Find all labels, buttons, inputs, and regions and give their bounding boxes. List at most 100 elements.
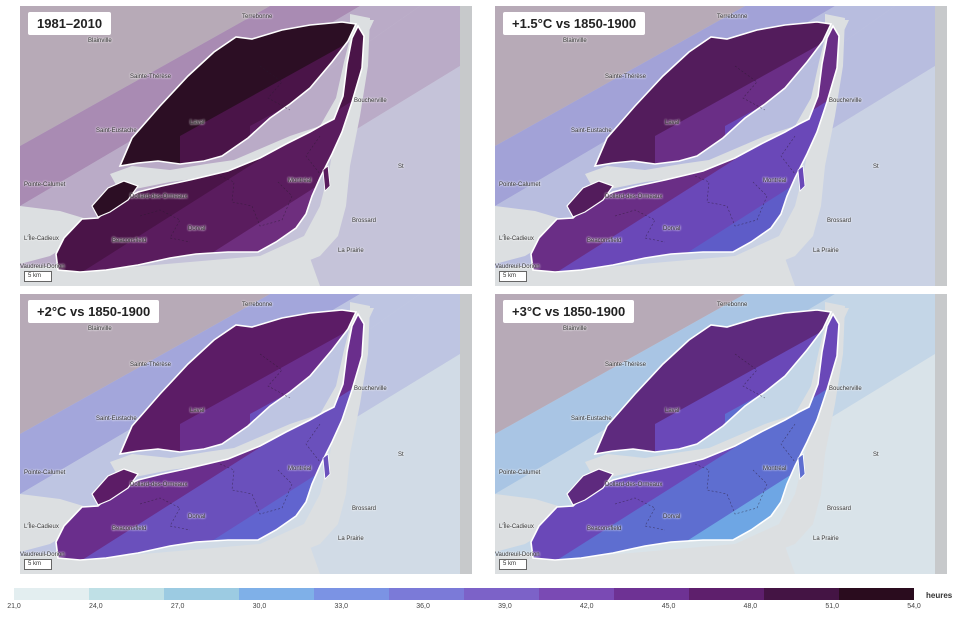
legend-tick-label: 42,0	[579, 603, 594, 610]
panel-title: +1.5°C vs 1850-1900	[503, 12, 646, 35]
place-label-dorval: Dorval	[663, 226, 681, 232]
legend-swatch	[14, 588, 89, 600]
place-label-st: St	[873, 452, 879, 458]
map-panel-plus-1-5: Terrebonne Blainville Sainte-Thérèse Laval S…	[495, 6, 935, 286]
place-label-saint-eustache: Saint-Eustache	[571, 416, 612, 422]
place-label-brossard: Brossard	[827, 218, 852, 224]
place-label-sainte-therese: Sainte-Thérèse	[605, 74, 647, 80]
place-label-montreal: Montréal	[288, 178, 312, 184]
legend-tick-label: 21,0	[7, 603, 21, 610]
panel-title: 1981–2010	[28, 12, 112, 35]
legend-tick-label: 39,0	[498, 603, 512, 610]
place-label-vaudreuil: Vaudreuil-Dorion	[20, 264, 65, 270]
place-label-pointe-calumet: Pointe-Calumet	[499, 470, 541, 476]
legend-tick-label: 36,0	[416, 603, 430, 610]
place-label-beaconsfield: Beaconsfield	[112, 238, 147, 244]
legend-swatch	[764, 588, 839, 600]
map-canvas	[20, 294, 460, 574]
place-label-beaconsfield: Beaconsfield	[587, 526, 622, 532]
place-label-vaudreuil: Vaudreuil-Dorion	[495, 264, 540, 270]
place-label-ile-cadieux: L'Île-Cadieux	[24, 236, 59, 242]
map-canvas	[20, 6, 460, 286]
place-label-dorval: Dorval	[188, 226, 206, 232]
place-label-brossard: Brossard	[827, 506, 852, 512]
place-label-boucherville: Boucherville	[829, 386, 862, 392]
legend-tick-label: 51,0	[825, 603, 839, 610]
place-label-ile-cadieux: L'Île-Cadieux	[24, 524, 59, 530]
legend-swatch	[539, 588, 614, 600]
legend-swatch	[164, 588, 239, 600]
place-label-dollard: Dollard-des-Ormeaux	[130, 194, 188, 200]
legend-color-bar	[14, 588, 914, 600]
place-label-pointe-calumet: Pointe-Calumet	[499, 182, 541, 188]
map-scroll-strip[interactable]	[935, 294, 947, 574]
scale-bar: 5 km	[24, 271, 53, 282]
place-label-terrebonne: Terrebonne	[242, 302, 273, 308]
map-canvas	[495, 294, 935, 574]
place-label-terrebonne: Terrebonne	[717, 14, 748, 20]
place-label-montreal: Montréal	[763, 178, 787, 184]
panel-title: +3°C vs 1850-1900	[503, 300, 635, 323]
legend-swatch	[464, 588, 539, 600]
place-label-laval: Laval	[190, 120, 205, 126]
scale-bar: 5 km	[24, 559, 53, 570]
place-label-ile-cadieux: L'Île-Cadieux	[499, 524, 534, 530]
place-label-la-prairie: La Prairie	[338, 248, 364, 254]
place-label-blainville: Blainville	[88, 326, 112, 332]
map-panel-plus-3: Terrebonne Blainville Sainte-Thérèse Laval S…	[495, 294, 935, 574]
place-label-brossard: Brossard	[352, 218, 377, 224]
legend-tick-label: 45,0	[661, 603, 676, 610]
map-panel-baseline: Terrebonne Blainville Sainte-Thérèse Laval S…	[20, 6, 460, 286]
scale-bar: 5 km	[499, 271, 528, 282]
place-label-vaudreuil: Vaudreuil-Dorion	[495, 552, 540, 558]
scale-bar: 5 km	[499, 559, 528, 570]
place-label-montreal: Montréal	[763, 466, 787, 472]
place-label-la-prairie: La Prairie	[813, 536, 839, 542]
place-label-boucherville: Boucherville	[354, 386, 387, 392]
place-label-boucherville: Boucherville	[354, 98, 387, 104]
legend-unit: heures	[926, 591, 953, 600]
legend-tick-label: 30,0	[252, 603, 267, 610]
place-label-st: St	[398, 452, 404, 458]
place-label-laval: Laval	[190, 408, 205, 414]
place-label-la-prairie: La Prairie	[813, 248, 839, 254]
place-label-saint-eustache: Saint-Eustache	[96, 128, 137, 134]
map-scroll-strip[interactable]	[460, 294, 472, 574]
place-label-dollard: Dollard-des-Ormeaux	[605, 482, 663, 488]
map-panel-plus-2: Terrebonne Blainville Sainte-Thérèse Laval S…	[20, 294, 460, 574]
legend-swatch	[389, 588, 464, 600]
place-label-dollard: Dollard-des-Ormeaux	[130, 482, 188, 488]
legend-tick-label: 27,0	[170, 603, 185, 610]
place-label-brossard: Brossard	[352, 506, 377, 512]
legend-swatch	[614, 588, 689, 600]
place-label-st: St	[873, 164, 879, 170]
place-label-boucherville: Boucherville	[829, 98, 862, 104]
place-label-terrebonne: Terrebonne	[242, 14, 273, 20]
place-label-la-prairie: La Prairie	[338, 536, 364, 542]
legend-tick-label: 48,0	[743, 603, 758, 610]
legend-swatch	[239, 588, 314, 600]
place-label-pointe-calumet: Pointe-Calumet	[24, 182, 66, 188]
place-label-sainte-therese: Sainte-Thérèse	[130, 362, 172, 368]
place-label-montreal: Montréal	[288, 466, 312, 472]
panel-title: +2°C vs 1850-1900	[28, 300, 160, 323]
place-label-saint-eustache: Saint-Eustache	[571, 128, 612, 134]
legend-swatch	[689, 588, 764, 600]
place-label-dollard: Dollard-des-Ormeaux	[605, 194, 663, 200]
legend-tick-label: 54,0	[907, 603, 921, 610]
place-label-sainte-therese: Sainte-Thérèse	[605, 362, 647, 368]
place-label-saint-eustache: Saint-Eustache	[96, 416, 137, 422]
place-label-st: St	[398, 164, 404, 170]
map-scroll-strip[interactable]	[935, 6, 947, 286]
place-label-laval: Laval	[665, 408, 680, 414]
map-canvas	[495, 6, 935, 286]
place-label-blainville: Blainville	[563, 38, 587, 44]
legend-tick-label: 33,0	[334, 603, 349, 610]
place-label-dorval: Dorval	[663, 514, 681, 520]
place-label-blainville: Blainville	[563, 326, 587, 332]
place-label-beaconsfield: Beaconsfield	[587, 238, 622, 244]
place-label-ile-cadieux: L'Île-Cadieux	[499, 236, 534, 242]
place-label-laval: Laval	[665, 120, 680, 126]
place-label-pointe-calumet: Pointe-Calumet	[24, 470, 66, 476]
map-scroll-strip[interactable]	[460, 6, 472, 286]
